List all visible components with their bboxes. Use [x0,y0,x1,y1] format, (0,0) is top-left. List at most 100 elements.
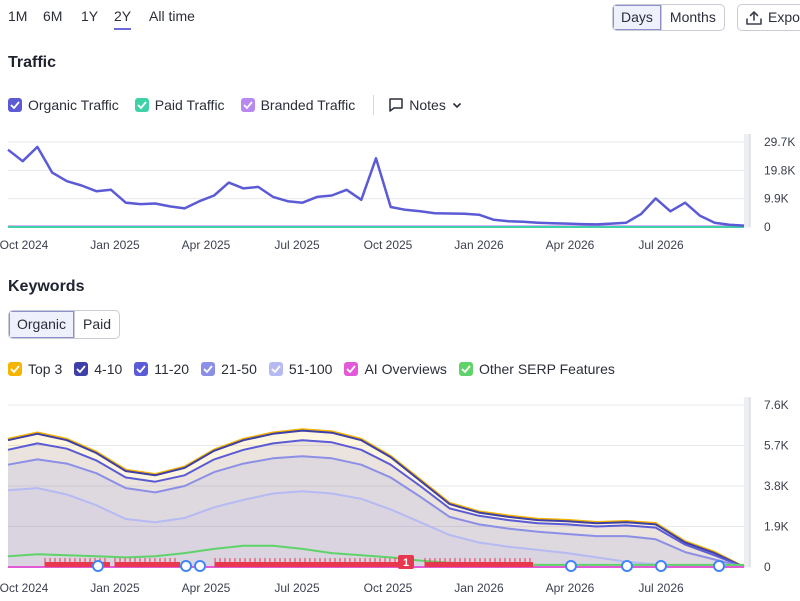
google-icon [180,560,192,572]
legend-label: 51-100 [288,361,333,377]
notes-dropdown[interactable]: Notes [388,97,463,113]
days-button[interactable]: Days [613,5,661,30]
legend-paid-traffic[interactable]: Paid Traffic [134,97,225,113]
x-tick-label: Jul 2025 [274,581,320,595]
x-tick-label: Jul 2026 [638,581,684,595]
x-tick-label: Apr 2025 [182,581,231,595]
checkbox-icon [134,362,149,376]
x-tick-label: Apr 2026 [546,238,595,252]
y-tick-label: 3.8K [764,479,789,493]
checkbox-icon [201,362,216,376]
traffic-title: Traffic [8,54,57,71]
legend-label: 11-20 [154,361,190,377]
range-2y[interactable]: 2Y [114,8,132,30]
legend-organic-traffic[interactable]: Organic Traffic [8,97,119,113]
series-area-51-100 [8,488,744,567]
keywords-title: Keywords [8,278,85,295]
checkbox-icon [8,362,22,376]
checkbox-icon [458,362,473,376]
series-line-11-20 [7,439,745,568]
legend-label: 4-10 [94,361,123,377]
google-icon [92,560,104,572]
legend-label: Other SERP Features [478,361,615,377]
y-tick-label: 0 [764,220,771,234]
checkbox-icon [134,98,149,112]
series-area-21-50 [8,456,744,567]
x-tick-label: Oct 2025 [364,581,413,595]
legend-divider [373,95,375,115]
granularity-toggle: Days Months [612,4,725,31]
export-label: Expo [768,9,800,25]
y-tick-label: 19.8K [764,163,795,177]
notes-label: Notes [409,97,446,113]
legend-branded-traffic[interactable]: Branded Traffic [240,97,356,113]
google-icon [621,560,633,572]
event-strip [425,562,533,567]
series-line-4-10 [7,429,745,568]
export-icon [746,11,762,25]
event-strip [115,562,180,567]
legend-top-3[interactable]: Top 3 [8,361,62,377]
x-tick-label: Jan 2025 [90,238,140,252]
google-icon [713,560,725,572]
x-tick-label: Jan 2025 [90,581,140,595]
x-tick-label: Jul 2025 [274,238,320,252]
tab-paid[interactable]: Paid [74,311,119,338]
keywords-tab-group: Organic Paid [8,310,121,339]
y-tick-label: 0 [764,560,771,574]
legend-label: Organic Traffic [28,97,119,113]
series-line-organic-traffic [7,145,745,227]
checkbox-icon [268,362,283,376]
y-tick-label: 29.7K [764,135,795,149]
chevron-down-icon [452,102,461,109]
checkbox-icon [240,98,255,112]
x-tick-label: Jul 2026 [638,238,684,252]
legend-label: Top 3 [28,361,63,377]
x-tick-label: Oct 2024 [0,581,49,595]
google-icon [565,560,577,572]
legend-label: Paid Traffic [154,97,225,113]
traffic-chart: 29.7K 19.8K 9.9K 0 Oct 2024 Jan 2025 Apr 2025 J… [0,134,795,252]
chart-scrollbar [744,134,750,227]
note-marker-label: 1 [403,557,409,569]
checkbox-icon [344,362,359,376]
google-icon [655,560,667,572]
checkbox-icon [8,98,22,112]
note-marker [398,555,414,569]
legend-label: AI Overviews [364,361,447,377]
y-tick-label: 9.9K [764,192,789,206]
comment-icon [389,98,403,112]
x-tick-label: Jan 2026 [454,581,504,595]
legend-4-10[interactable]: 4-10 [74,361,122,377]
keywords-chart: 7.6K 5.7K 3.8K 1.9K 0 Oct 2024 Jan 2025 Apr 202… [0,397,789,595]
range-1m[interactable]: 1M [8,8,28,24]
legend-21-50[interactable]: 21-50 [201,361,257,377]
range-1y[interactable]: 1Y [81,8,99,24]
x-tick-label: Jan 2026 [454,238,504,252]
series-line-51-100 [7,487,745,568]
range-6m[interactable]: 6M [43,8,63,24]
months-button[interactable]: Months [660,5,724,30]
chart-scrollbar [744,397,750,567]
event-strip [45,562,110,567]
traffic-legend: Organic Traffic Paid Traffic Branded Tra… [8,95,463,115]
keywords-legend: Top 3 4-10 11-20 21-50 51-100 AI Overviews Oth… [8,359,627,379]
x-tick-label: Apr 2025 [182,238,231,252]
legend-label: Branded Traffic [260,97,356,113]
event-strip [215,562,400,567]
series-line-21-50 [7,455,745,568]
checkbox-icon [74,362,89,376]
y-tick-label: 5.7K [764,439,789,453]
legend-11-20[interactable]: 11-20 [134,361,189,377]
legend-51-100[interactable]: 51-100 [268,361,333,377]
legend-ai-overviews[interactable]: AI Overviews [344,361,447,377]
range-all-time[interactable]: All time [149,8,195,24]
y-tick-label: 7.6K [764,398,789,412]
x-tick-label: Oct 2024 [0,238,49,252]
x-tick-label: Apr 2026 [546,581,595,595]
tab-organic[interactable]: Organic [9,311,75,338]
export-button[interactable]: Expo [737,4,800,31]
date-range-bar: 1M 6M 1Y 2Y All time [0,0,560,34]
x-tick-label: Oct 2025 [364,238,413,252]
legend-other-serp-features[interactable]: Other SERP Features [458,361,615,377]
